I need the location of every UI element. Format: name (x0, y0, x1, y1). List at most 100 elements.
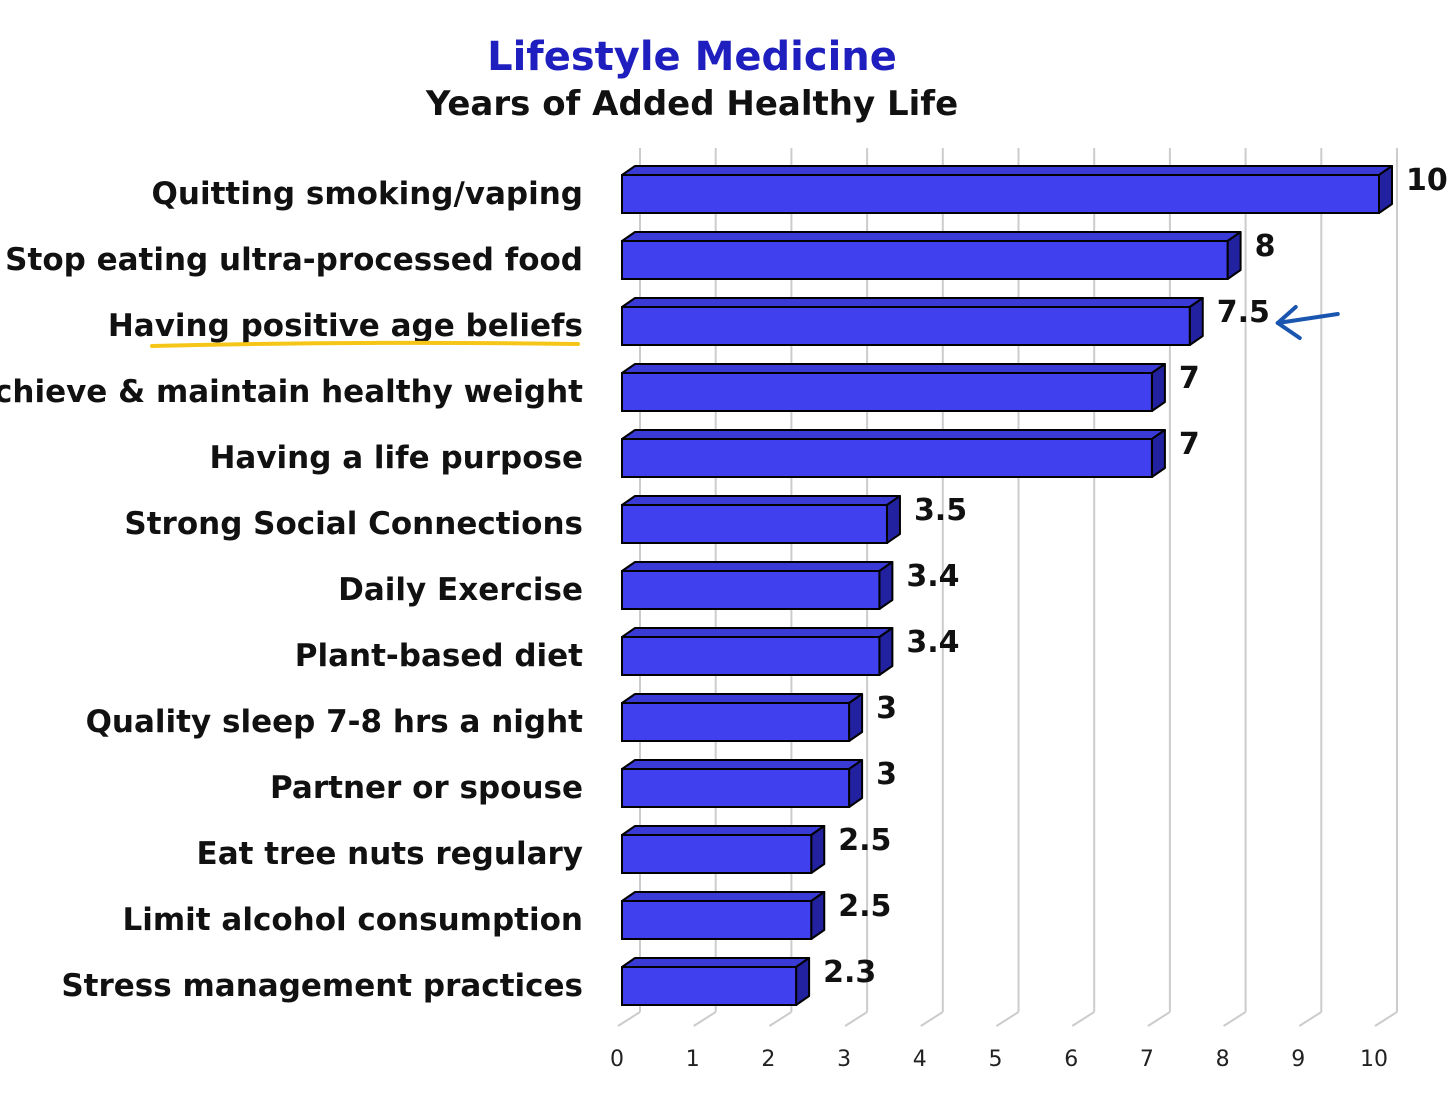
category-label: Quality sleep 7-8 hrs a night (86, 704, 584, 740)
chart-floor (617, 1011, 1398, 1027)
x-tick-label: 10 (1360, 1047, 1388, 1072)
bar-side-face (810, 891, 826, 940)
bar (621, 759, 864, 808)
value-label: 3.5 (914, 493, 967, 528)
bar-top-face (621, 957, 811, 968)
bar-side-face (1378, 165, 1393, 214)
category-label: Limit alcohol consumption (123, 902, 584, 938)
category-label: Having a life purpose (209, 440, 583, 476)
value-label: 2.5 (838, 823, 891, 858)
bar-front-face (621, 900, 813, 940)
floor-gridline (995, 1011, 1020, 1027)
chart-title: Lifestyle Medicine (487, 34, 897, 80)
floor-gridline (844, 1011, 868, 1027)
bar-side-face (1188, 297, 1204, 346)
x-tick-label: 5 (989, 1047, 1003, 1072)
category-label: Achieve & maintain healthy weight (0, 374, 583, 410)
value-label: 2.3 (823, 955, 876, 990)
value-label: 8 (1255, 229, 1276, 264)
floor-gridline (1298, 1011, 1322, 1027)
x-tick-label: 4 (913, 1047, 927, 1072)
bar-front-face (621, 306, 1191, 346)
category-label: Quitting smoking/vaping (152, 176, 583, 212)
bar-front-face (621, 768, 851, 808)
bar-top-face (621, 825, 826, 836)
bar (621, 429, 1166, 478)
bar-side-face (885, 495, 901, 544)
category-label: Plant-based diet (295, 638, 583, 674)
bar (621, 165, 1393, 214)
category-label: Daily Exercise (338, 572, 583, 608)
highlight-underline (150, 340, 580, 348)
bar-top-face (621, 363, 1166, 374)
bar-side-face (878, 627, 894, 676)
x-tick-label: 3 (837, 1047, 851, 1072)
bar-top-face (621, 693, 864, 704)
floor-gridline (693, 1011, 717, 1027)
category-label: Partner or spouse (270, 770, 583, 806)
bar-side-face (1150, 429, 1166, 478)
value-label: 7 (1179, 361, 1200, 396)
bar (621, 627, 894, 676)
floor-gridline (768, 1011, 792, 1027)
bar-top-face (621, 429, 1166, 440)
bar-front-face (621, 834, 813, 874)
bar (621, 825, 826, 874)
bar (621, 495, 901, 544)
x-tick-label: 6 (1064, 1047, 1078, 1072)
bar (621, 891, 826, 940)
x-axis-ticks: 0 1 2 3 4 5 6 7 8 9 10 (610, 1047, 1388, 1072)
x-tick-label: 9 (1291, 1047, 1305, 1072)
bar-top-face (621, 231, 1242, 242)
value-label: 10 (1406, 163, 1448, 198)
bar (621, 231, 1242, 280)
bar-side-face (1226, 231, 1242, 280)
bar-side-face (848, 759, 864, 808)
value-label: 3.4 (906, 559, 959, 594)
value-label: 7 (1179, 427, 1200, 462)
category-label: Stress management practices (61, 968, 583, 1004)
bar-top-face (621, 627, 894, 638)
category-label: Stop eating ultra-processed food (5, 242, 583, 278)
bar-front-face (621, 174, 1380, 214)
bar-front-face (621, 570, 881, 610)
floor-gridline (1147, 1011, 1171, 1027)
value-label: 3 (876, 757, 897, 792)
value-label: 7.5 (1217, 295, 1270, 330)
value-label: 2.5 (838, 889, 891, 924)
value-label: 3 (876, 691, 897, 726)
bar-front-face (621, 240, 1229, 280)
bars (621, 165, 1393, 1006)
floor-gridline (617, 1011, 641, 1027)
bar-side-face (848, 693, 864, 742)
category-label: Eat tree nuts regulary (197, 836, 583, 872)
x-tick-label: 1 (686, 1047, 700, 1072)
bar-front-face (621, 438, 1153, 478)
bar-side-face (795, 957, 811, 1006)
bar-top-face (621, 297, 1204, 308)
category-labels: Quitting smoking/vaping Stop eating ultra… (0, 176, 583, 1004)
floor-gridline (1071, 1011, 1095, 1027)
x-tick-label: 2 (761, 1047, 775, 1072)
bar-top-face (621, 165, 1393, 176)
bar-front-face (621, 636, 881, 676)
bar-top-face (621, 495, 901, 506)
category-label: Having positive age beliefs (108, 308, 583, 344)
arrow-head-icon (1275, 305, 1302, 340)
bar (621, 363, 1166, 412)
bar (621, 693, 864, 742)
bar-front-face (621, 966, 798, 1006)
value-label: 3.4 (906, 625, 959, 660)
bar-side-face (810, 825, 826, 874)
x-tick-label: 0 (610, 1047, 624, 1072)
arrow-icon (1275, 312, 1340, 325)
bar-front-face (621, 504, 888, 544)
bar-side-face (1150, 363, 1166, 412)
chart-subtitle: Years of Added Healthy Life (425, 84, 958, 124)
floor-gridline (920, 1011, 944, 1027)
floor-gridline (1223, 1011, 1247, 1027)
x-tick-label: 7 (1140, 1047, 1154, 1072)
bar-front-face (621, 372, 1153, 412)
